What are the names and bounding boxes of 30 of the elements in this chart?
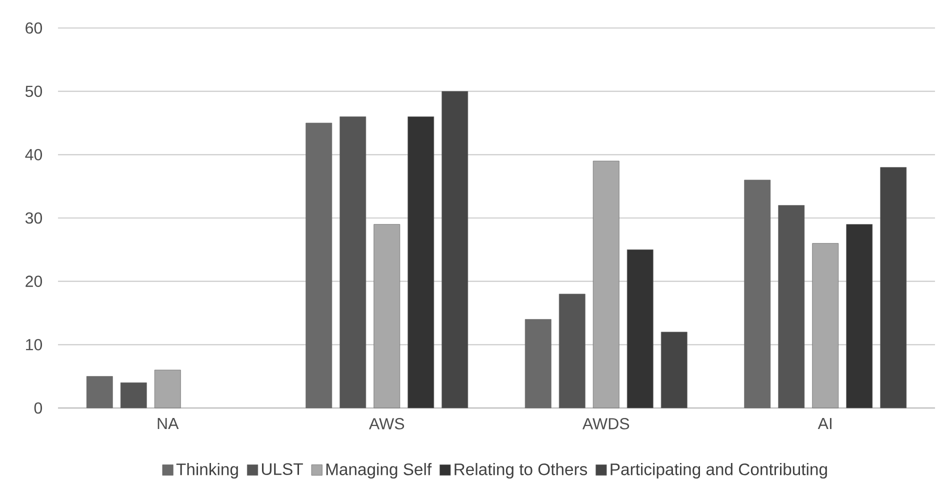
y-tick-label: 50 [25,86,42,97]
bar [120,382,147,408]
legend-label: Relating to Others [454,462,588,479]
x-tick-label: AWS [368,418,404,430]
bar [660,332,688,408]
bar [524,319,552,408]
y-tick-label: 10 [26,339,42,350]
legend-label: Thinking [176,462,238,479]
bar [306,122,332,408]
y-tick-label: 30 [25,212,42,224]
x-tick-label: AI [818,418,832,430]
bar [846,224,873,408]
bar [744,180,771,408]
bar [558,294,586,408]
bar [340,116,366,408]
bar [408,116,434,408]
bar [86,376,113,408]
legend-label: ULST [262,463,303,476]
legend-label: Participating and Contributing [610,462,827,479]
y-tick-label: 60 [26,22,42,34]
x-tick-label: AWDS [582,418,630,430]
y-tick-label: 0 [34,402,42,414]
y-tick-label: 20 [26,276,42,287]
bar [626,249,654,408]
y-tick-label: 40 [25,149,42,160]
bar [778,205,805,408]
bar [442,91,468,408]
legend-label: Managing Self [326,462,432,479]
x-tick-label: NA [158,418,179,430]
bar [880,167,907,408]
